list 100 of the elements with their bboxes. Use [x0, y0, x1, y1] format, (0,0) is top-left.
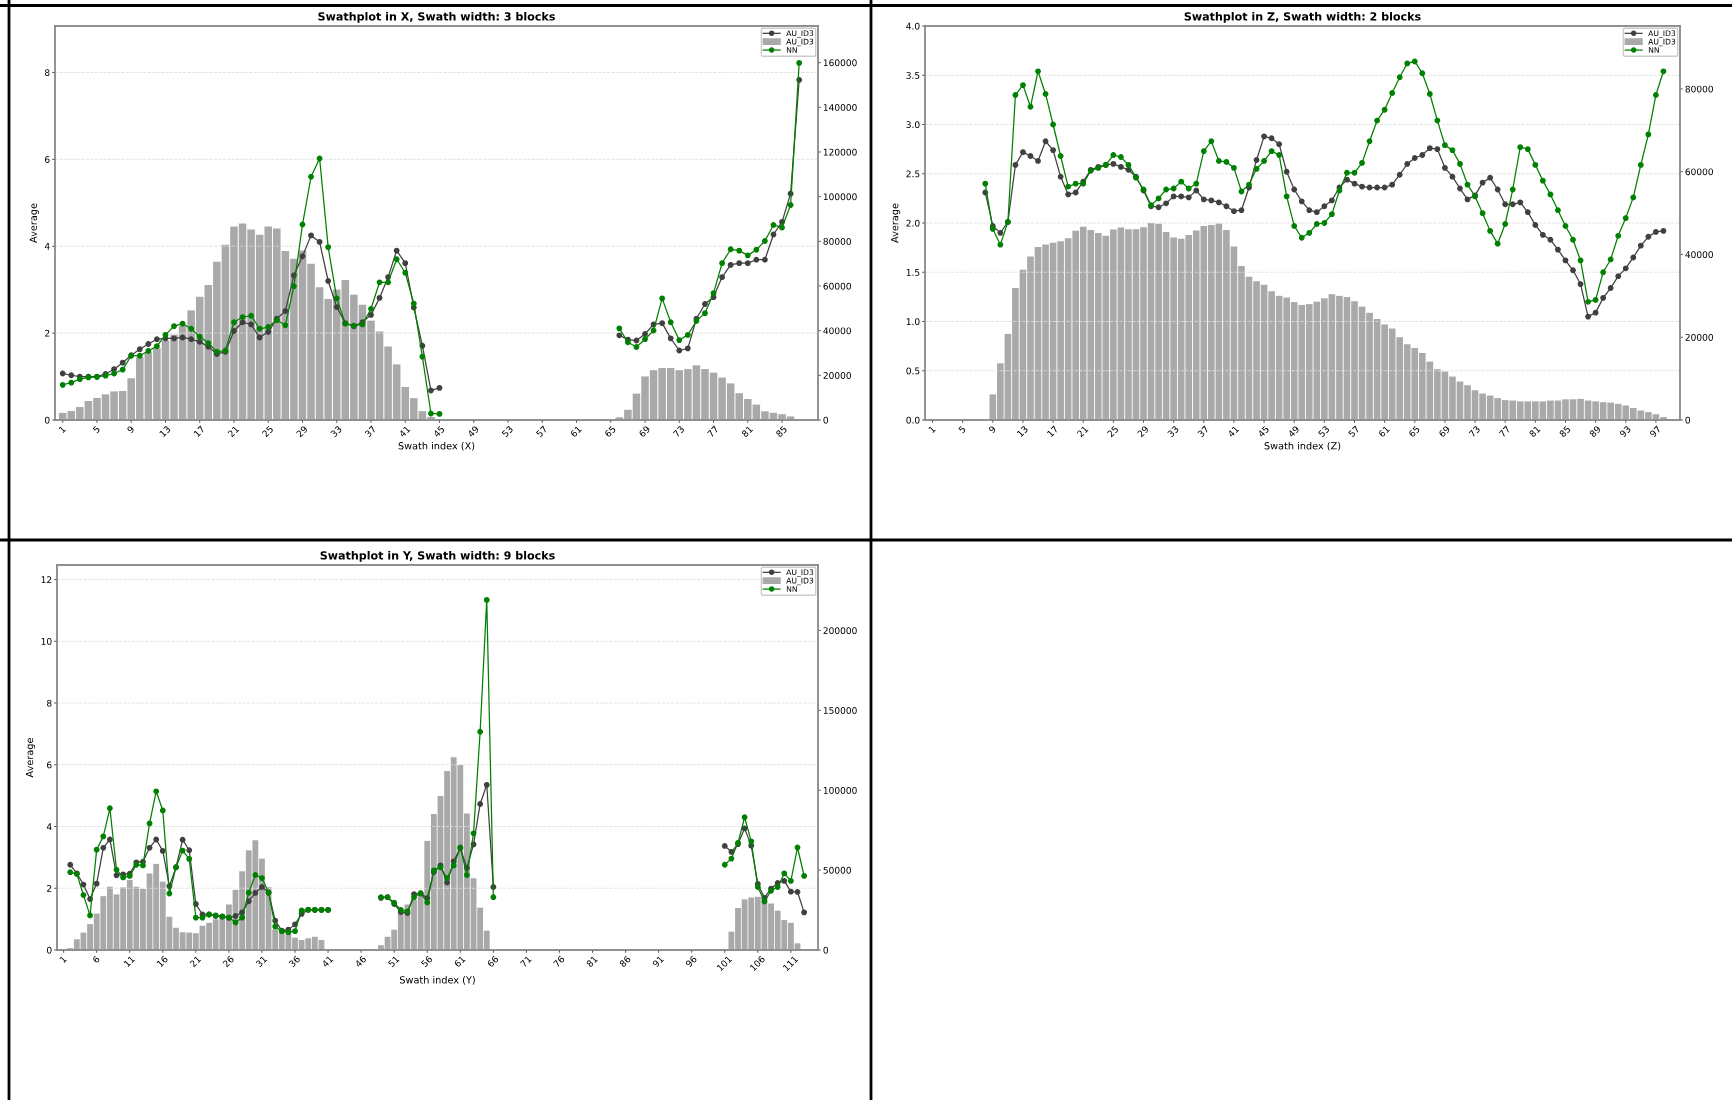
x-tick-label: 17 — [193, 425, 205, 438]
x-tick-label: 26 — [222, 955, 235, 968]
y-tick-label: 1.0 — [906, 318, 920, 326]
x-tick-label: 65 — [604, 425, 617, 438]
x-tick-label: 86 — [619, 955, 632, 968]
x-tick-label: 13 — [1016, 425, 1029, 438]
y2-tick-label: 150000 — [823, 707, 857, 714]
y2-tick-label: 80000 — [1685, 85, 1713, 93]
chart-title: Swathplot in Y, Swath width: 9 blocks — [320, 551, 555, 562]
x-tick-label: 11 — [123, 955, 135, 968]
y-tick-label: 2 — [45, 329, 50, 337]
y-tick-label: 6 — [47, 761, 52, 769]
x-tick-label: 31 — [255, 955, 268, 968]
y-tick-label: 0 — [44, 416, 50, 424]
y-tick-label: 4 — [44, 243, 50, 250]
y-tick-label: 4 — [46, 823, 52, 830]
x-tick-label: 5 — [92, 425, 101, 434]
x-tick-label: 76 — [552, 955, 565, 968]
x-tick-label: 21 — [1076, 425, 1089, 438]
x-axis-title: Swath index (Y) — [399, 976, 475, 985]
y-tick-label: 0 — [46, 946, 52, 954]
x-tick-label: 49 — [467, 425, 480, 438]
y-axis-title: Average — [29, 203, 39, 243]
y-tick-label: 8 — [45, 69, 50, 77]
x-tick-label: 77 — [1498, 425, 1511, 438]
y-tick-label: 2.5 — [906, 170, 920, 178]
y-axis-title: Average — [891, 203, 901, 243]
x-tick-label: 56 — [420, 955, 433, 968]
y2-tick-label: 40000 — [823, 327, 851, 335]
x-tick-label: 73 — [672, 425, 685, 438]
y-tick-label: 10 — [41, 637, 52, 645]
x-tick-label: 1 — [59, 955, 67, 964]
x-tick-label: 49 — [1287, 425, 1300, 438]
x-tick-label: 73 — [1468, 425, 1481, 438]
x-tick-label: 66 — [486, 955, 499, 968]
x-tick-label: 9 — [126, 425, 135, 434]
y-tick-label: 0.5 — [906, 367, 920, 375]
x-tick-label: 41 — [398, 425, 411, 438]
x-tick-label: 61 — [1378, 425, 1390, 438]
x-tick-label: 111 — [782, 955, 799, 972]
x-tick-label: 53 — [501, 425, 514, 438]
x-tick-label: 69 — [1438, 425, 1451, 438]
y2-tick-label: 100000 — [823, 786, 857, 794]
y-tick-label: 6 — [45, 156, 50, 163]
y-axis-title: Average — [25, 738, 36, 778]
y2-tick-label: 0 — [1685, 416, 1691, 424]
x-tick-label: 85 — [1558, 425, 1571, 438]
x-tick-label: 89 — [1589, 425, 1602, 438]
x-tick-label: 37 — [364, 425, 377, 438]
x-tick-label: 81 — [1528, 425, 1541, 438]
x-tick-label: 53 — [1317, 425, 1330, 438]
x-tick-label: 69 — [638, 425, 651, 438]
y2-tick-label: 100000 — [823, 193, 857, 201]
y2-tick-label: 20000 — [823, 372, 851, 379]
x-tick-label: 91 — [652, 955, 664, 968]
x-tick-label: 85 — [775, 425, 788, 438]
x-tick-label: 17 — [1046, 425, 1059, 438]
x-tick-label: 45 — [432, 425, 445, 438]
x-tick-label: 21 — [227, 425, 240, 438]
x-tick-label: 81 — [585, 955, 598, 968]
x-tick-label: 1 — [928, 425, 936, 434]
x-tick-label: 29 — [1136, 425, 1149, 438]
x-tick-label: 6 — [92, 955, 101, 964]
x-tick-label: 57 — [1348, 425, 1360, 438]
x-tick-label: 97 — [1649, 425, 1662, 438]
x-tick-label: 61 — [453, 955, 466, 968]
y2-tick-label: 40000 — [1685, 251, 1713, 259]
y-tick-label: 3.5 — [906, 71, 920, 79]
y-tick-label: 4.0 — [906, 22, 920, 30]
y-tick-label: 0.0 — [906, 416, 920, 424]
x-tick-label: 25 — [1106, 425, 1119, 438]
x-axis-title: Swath index (Z) — [1264, 441, 1341, 451]
x-tick-label: 33 — [330, 425, 343, 438]
y-tick-label: 2 — [47, 884, 52, 892]
y-tick-label: 12 — [41, 576, 52, 583]
x-tick-label: 46 — [354, 955, 367, 968]
x-tick-label: 106 — [749, 955, 766, 972]
x-tick-label: 77 — [707, 425, 719, 438]
x-tick-label: 16 — [156, 955, 169, 968]
y2-tick-label: 160000 — [823, 59, 857, 67]
chart-title: Swathplot in X, Swath width: 3 blocks — [318, 12, 555, 23]
x-tick-label: 25 — [261, 425, 274, 438]
x-tick-label: 41 — [321, 955, 334, 968]
x-tick-label: 29 — [295, 425, 308, 438]
y2-tick-label: 140000 — [823, 104, 857, 111]
x-tick-label: 37 — [1197, 425, 1210, 438]
chart-title: Swathplot in Z, Swath width: 2 blocks — [1184, 12, 1421, 23]
y2-tick-label: 50000 — [823, 866, 851, 874]
y2-tick-label: 120000 — [823, 148, 857, 156]
x-axis-title: Swath index (X) — [398, 441, 475, 451]
x-tick-label: 51 — [387, 955, 400, 968]
y-tick-label: 3.0 — [906, 121, 920, 129]
x-tick-label: 1 — [58, 425, 66, 434]
x-tick-label: 21 — [189, 955, 202, 968]
y2-tick-label: 80000 — [823, 238, 851, 245]
y2-tick-label: 60000 — [1685, 168, 1713, 176]
x-tick-label: 57 — [535, 425, 548, 438]
y-tick-label: 8 — [47, 699, 52, 707]
y2-tick-label: 200000 — [823, 627, 857, 635]
x-tick-label: 5 — [958, 425, 966, 434]
